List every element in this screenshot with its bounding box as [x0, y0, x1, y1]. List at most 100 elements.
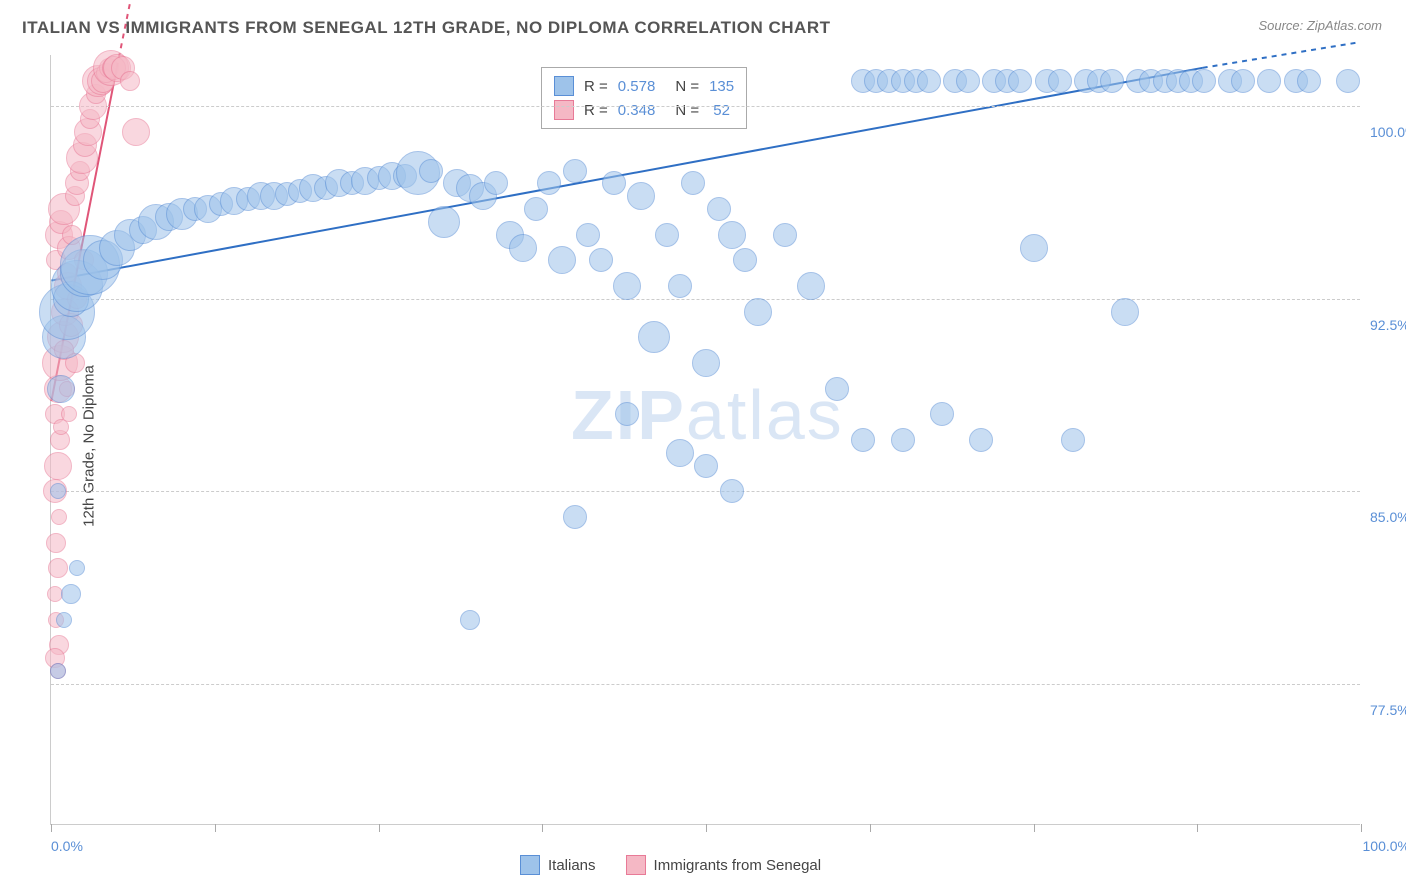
- data-point-italians: [1061, 428, 1085, 452]
- source-attribution: Source: ZipAtlas.com: [1258, 18, 1382, 33]
- data-point-italians: [1297, 69, 1321, 93]
- x-tick: [51, 824, 52, 832]
- n-value-senegal: 52: [709, 102, 730, 119]
- data-point-italians: [744, 298, 772, 326]
- data-point-italians: [428, 206, 460, 238]
- data-point-italians: [460, 610, 480, 630]
- data-point-italians: [1008, 69, 1032, 93]
- x-tick: [1034, 824, 1035, 832]
- data-point-italians: [718, 221, 746, 249]
- data-point-italians: [627, 182, 655, 210]
- data-point-italians: [1100, 69, 1124, 93]
- data-point-italians: [47, 375, 75, 403]
- x-tick-label-right: 100.0%: [1363, 838, 1406, 854]
- legend-label-senegal: Immigrants from Senegal: [654, 857, 822, 874]
- data-point-italians: [50, 483, 66, 499]
- data-point-italians: [56, 612, 72, 628]
- data-point-italians: [707, 197, 731, 221]
- legend-row-italians: R = 0.578 N = 135: [554, 74, 734, 98]
- r-label: R =: [584, 102, 608, 119]
- y-tick-label: 92.5%: [1370, 317, 1406, 333]
- data-point-italians: [1048, 69, 1072, 93]
- data-point-italians: [1231, 69, 1255, 93]
- swatch-italians: [554, 76, 574, 96]
- n-value-italians: 135: [709, 78, 734, 95]
- data-point-italians: [956, 69, 980, 93]
- data-point-italians: [484, 171, 508, 195]
- chart-title: ITALIAN VS IMMIGRANTS FROM SENEGAL 12TH …: [22, 18, 831, 38]
- data-point-italians: [655, 223, 679, 247]
- data-point-italians: [50, 663, 66, 679]
- data-point-senegal: [44, 452, 72, 480]
- data-point-italians: [615, 402, 639, 426]
- data-point-italians: [891, 428, 915, 452]
- data-point-italians: [917, 69, 941, 93]
- data-point-italians: [851, 428, 875, 452]
- data-point-italians: [666, 439, 694, 467]
- data-point-italians: [638, 321, 670, 353]
- data-point-italians: [61, 584, 81, 604]
- data-point-italians: [1192, 69, 1216, 93]
- data-point-italians: [1111, 298, 1139, 326]
- data-point-senegal: [61, 406, 77, 422]
- x-tick: [1197, 824, 1198, 832]
- data-point-italians: [613, 272, 641, 300]
- data-point-italians: [720, 479, 744, 503]
- data-point-italians: [548, 246, 576, 274]
- data-point-italians: [969, 428, 993, 452]
- x-tick: [379, 824, 380, 832]
- data-point-italians: [524, 197, 548, 221]
- data-point-italians: [1336, 69, 1360, 93]
- r-value-italians: 0.578: [618, 78, 656, 95]
- legend-item-italians: Italians: [520, 855, 596, 875]
- data-point-senegal: [51, 509, 67, 525]
- legend-item-senegal: Immigrants from Senegal: [626, 855, 822, 875]
- data-point-italians: [1020, 234, 1048, 262]
- data-point-italians: [681, 171, 705, 195]
- r-value-senegal: 0.348: [618, 102, 656, 119]
- gridline: [51, 491, 1360, 492]
- correlation-legend: R = 0.578 N = 135 R = 0.348 N = 52: [541, 67, 747, 129]
- legend-row-senegal: R = 0.348 N = 52: [554, 98, 734, 122]
- y-tick-label: 100.0%: [1370, 124, 1406, 140]
- data-point-senegal: [46, 533, 66, 553]
- data-point-italians: [825, 377, 849, 401]
- data-point-italians: [537, 171, 561, 195]
- data-point-italians: [563, 505, 587, 529]
- data-point-senegal: [120, 71, 140, 91]
- data-point-italians: [576, 223, 600, 247]
- x-tick: [215, 824, 216, 832]
- data-point-italians: [563, 159, 587, 183]
- x-tick: [706, 824, 707, 832]
- data-point-italians: [668, 274, 692, 298]
- gridline: [51, 684, 1360, 685]
- x-tick: [542, 824, 543, 832]
- data-point-italians: [419, 159, 443, 183]
- data-point-italians: [589, 248, 613, 272]
- swatch-senegal-icon: [626, 855, 646, 875]
- gridline: [51, 299, 1360, 300]
- series-legend: Italians Immigrants from Senegal: [520, 855, 821, 875]
- data-point-senegal: [48, 558, 68, 578]
- data-point-italians: [1257, 69, 1281, 93]
- y-tick-label: 85.0%: [1370, 509, 1406, 525]
- swatch-senegal: [554, 100, 574, 120]
- data-point-italians: [733, 248, 757, 272]
- x-tick: [1361, 824, 1362, 832]
- data-point-italians: [509, 234, 537, 262]
- gridline: [51, 106, 1360, 107]
- data-point-italians: [773, 223, 797, 247]
- y-tick-label: 77.5%: [1370, 702, 1406, 718]
- data-point-italians: [797, 272, 825, 300]
- data-point-senegal: [122, 118, 150, 146]
- swatch-italians-icon: [520, 855, 540, 875]
- n-label: N =: [675, 102, 699, 119]
- x-tick-label-left: 0.0%: [51, 838, 83, 854]
- data-point-italians: [69, 560, 85, 576]
- r-label: R =: [584, 78, 608, 95]
- watermark-text: ZIPatlas: [571, 375, 844, 455]
- data-point-italians: [930, 402, 954, 426]
- legend-label-italians: Italians: [548, 857, 596, 874]
- scatter-plot-area: ZIPatlas R = 0.578 N = 135 R = 0.348 N =…: [50, 55, 1360, 825]
- x-tick: [870, 824, 871, 832]
